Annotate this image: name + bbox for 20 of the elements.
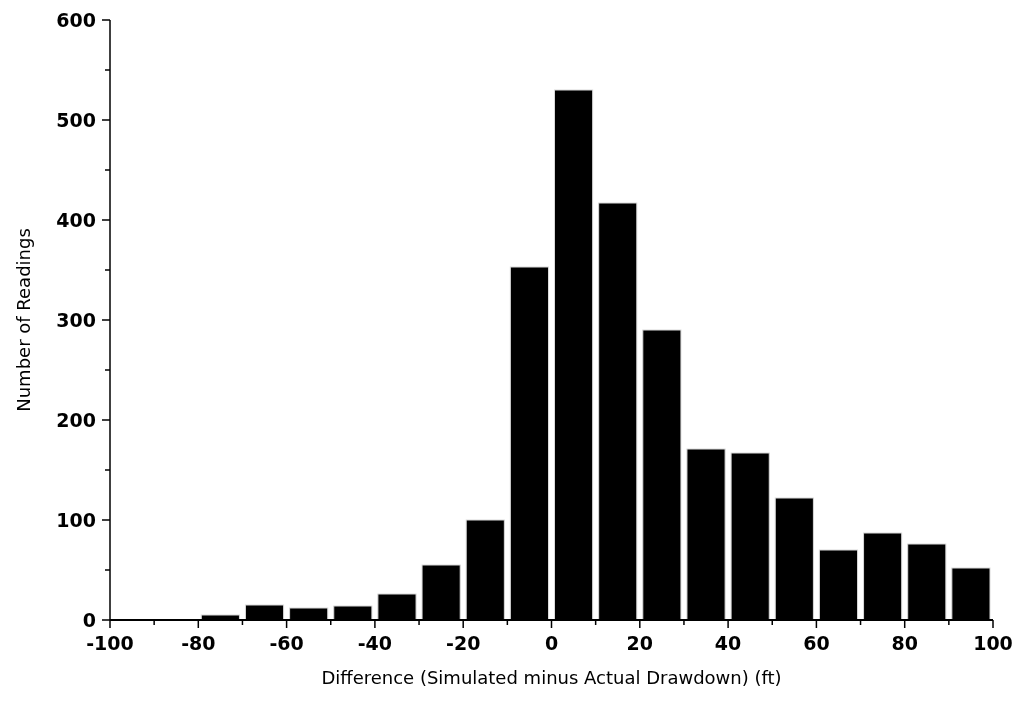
y-tick-label: 400 bbox=[56, 208, 96, 231]
y-tick-label: 600 bbox=[56, 8, 96, 31]
x-tick-label: -80 bbox=[181, 632, 216, 654]
x-tick-label: -100 bbox=[86, 632, 134, 654]
x-tick-label: -60 bbox=[269, 632, 304, 654]
x-tick-label: 60 bbox=[803, 632, 830, 654]
x-tick-label: 80 bbox=[891, 632, 918, 654]
x-tick-label: 100 bbox=[973, 632, 1013, 654]
y-tick-label: 0 bbox=[82, 608, 96, 631]
y-axis-title: Number of Readings bbox=[13, 228, 34, 412]
y-tick-label: 100 bbox=[56, 508, 96, 531]
x-tick-label: 0 bbox=[544, 632, 559, 654]
x-axis-title: Difference (Simulated minus Actual Drawdown) (ft) bbox=[321, 667, 782, 688]
y-tick-label: 200 bbox=[56, 408, 96, 431]
y-tick-label: 500 bbox=[56, 108, 96, 131]
x-tick-label: -40 bbox=[357, 632, 393, 654]
x-tick-label: 40 bbox=[714, 632, 742, 654]
y-tick-label: 300 bbox=[56, 308, 96, 331]
x-tick-label: 20 bbox=[626, 632, 654, 654]
x-tick-label: -20 bbox=[446, 632, 481, 654]
